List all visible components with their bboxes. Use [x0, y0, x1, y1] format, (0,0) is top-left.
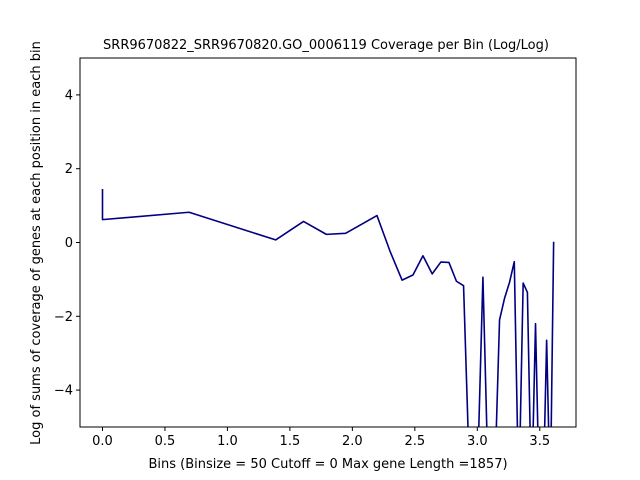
x-tick-label: 3.0: [467, 434, 488, 449]
y-axis-label: Log of sums of coverage of genes at each…: [29, 41, 44, 445]
series-line: [101, 189, 555, 427]
y-tick-label: 0: [65, 236, 73, 251]
y-tick-label: 2: [65, 162, 73, 177]
x-tick-label: 1.0: [217, 434, 238, 449]
y-tick-label: 4: [65, 88, 73, 103]
y-tick-label: −4: [54, 384, 73, 399]
plot-frame: [79, 57, 577, 428]
x-axis-ticks: 0.0 0.5 1.0 1.5 2.0 2.5 3.0 3.5: [92, 427, 550, 449]
x-tick-label: 2.5: [404, 434, 425, 449]
x-tick-label: 0.5: [155, 434, 176, 449]
x-axis-label: Bins (Binsize = 50 Cutoff = 0 Max gene L…: [148, 457, 507, 472]
x-tick-label: 0.0: [92, 434, 113, 449]
chart-title: SRR9670822_SRR9670820.GO_0006119 Coverag…: [103, 38, 549, 53]
plot-area: [101, 189, 555, 427]
x-tick-label: 2.0: [342, 434, 363, 449]
y-axis-ticks: −4 −2 0 2 4: [54, 88, 80, 399]
x-tick-label: 1.5: [280, 434, 301, 449]
y-tick-label: −2: [54, 310, 73, 325]
x-tick-label: 3.5: [529, 434, 550, 449]
